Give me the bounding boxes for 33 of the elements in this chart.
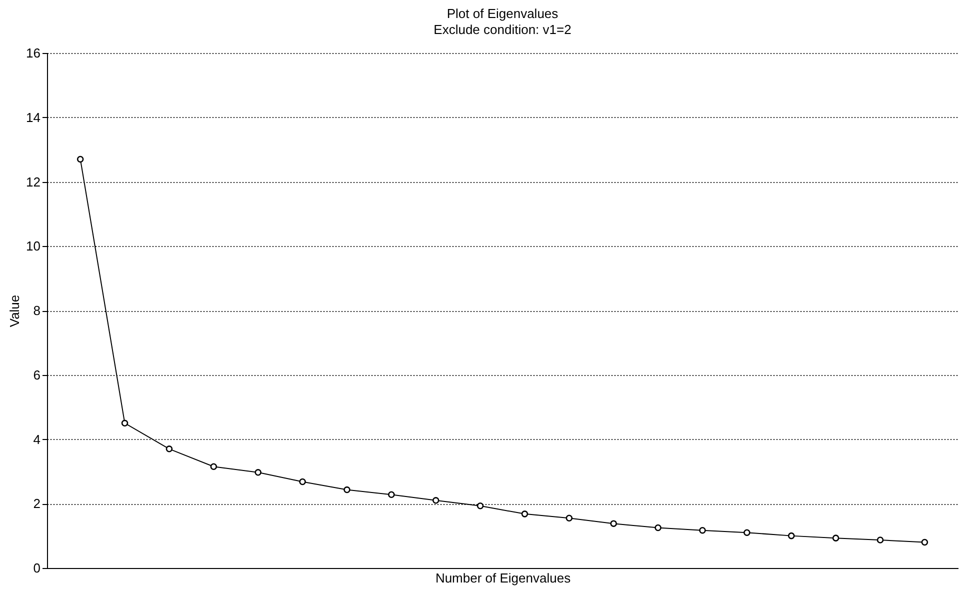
- point: [432, 497, 440, 504]
- point: [210, 463, 218, 470]
- point: [876, 536, 884, 544]
- y-tick-label: 6: [33, 367, 40, 382]
- point: [388, 491, 395, 498]
- point: [610, 520, 617, 527]
- y-tick-label: 2: [33, 496, 40, 512]
- point: [654, 524, 662, 532]
- point: [254, 469, 262, 476]
- chart-title: Plot of Eigenvalues: [446, 6, 559, 21]
- point: [121, 420, 128, 427]
- y-tick-label: 12: [26, 174, 40, 190]
- point: [166, 446, 173, 452]
- y-tick-label: 16: [26, 46, 40, 60]
- point: [788, 532, 795, 540]
- point: [566, 514, 573, 522]
- point: [699, 526, 706, 534]
- y-axis-title: Value: [7, 294, 22, 328]
- point: [744, 529, 750, 536]
- x-axis-title: Number of Eigenvalues: [435, 570, 572, 586]
- y-tick-label: 8: [33, 303, 40, 318]
- y-tick-label: 0: [33, 560, 40, 576]
- y-tick-label: 4: [33, 432, 40, 447]
- point: [476, 502, 484, 510]
- point: [921, 538, 928, 546]
- point: [299, 478, 306, 486]
- y-tick-label: 14: [26, 110, 40, 125]
- chart-subtitle: Exclude condition: v1=2: [434, 22, 572, 37]
- y-tick-label: 10: [26, 238, 40, 254]
- point: [344, 486, 350, 494]
- point: [832, 534, 840, 542]
- point: [76, 156, 84, 163]
- point: [521, 510, 528, 518]
